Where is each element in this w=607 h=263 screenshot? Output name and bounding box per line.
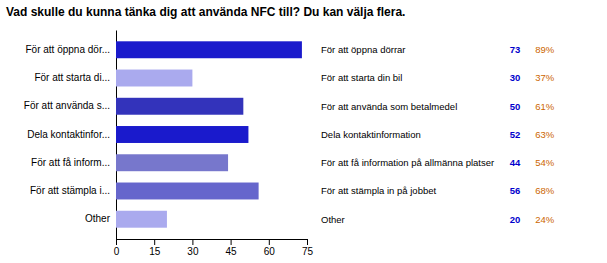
y-axis: För att öppna dör... För att starta di...… — [24, 31, 117, 240]
x-tick: 30 — [187, 239, 199, 257]
summary-count: 50 — [510, 101, 521, 112]
summary-label: Other — [321, 214, 345, 225]
chart: Vad skulle du kunna tänka dig att använd… — [0, 0, 607, 263]
x-tick-label: 45 — [226, 246, 238, 257]
x-tick: 75 — [302, 239, 314, 257]
x-tick-mark — [231, 239, 232, 245]
summary-share: 61% — [535, 101, 555, 112]
x-tick-mark — [269, 239, 270, 245]
summary: För att öppna dörrar För att starta din b… — [321, 44, 555, 224]
x-tick-label: 30 — [187, 246, 199, 257]
y-tick-label: Dela kontaktinfor... — [27, 129, 110, 140]
y-tick: För att få inform... — [31, 157, 110, 168]
summary-label: För att stämpla in på jobbet — [321, 185, 436, 196]
summary-count: 73 — [510, 44, 521, 55]
bar — [116, 154, 228, 171]
x-tick-mark — [307, 239, 308, 245]
summary-share: 89% — [535, 44, 555, 55]
bar — [116, 183, 259, 200]
y-tick: För att använda s... — [24, 100, 110, 111]
x-tick-label: 0 — [114, 246, 120, 257]
y-tick-label: För att starta di... — [34, 72, 110, 83]
x-axis-line — [117, 240, 308, 246]
x-tick: 60 — [264, 239, 276, 257]
summary-count: 44 — [510, 157, 521, 168]
y-tick-label: För att använda s... — [24, 100, 110, 111]
summary-label: Dela kontaktinformation — [321, 129, 421, 140]
x-axis: 0 15 30 45 60 75 — [114, 239, 314, 257]
bar — [116, 98, 243, 115]
y-tick-label: För att få inform... — [31, 157, 110, 168]
summary-count: 30 — [510, 72, 521, 83]
x-tick: 0 — [114, 239, 120, 257]
x-tick: 45 — [226, 239, 238, 257]
x-tick-mark — [154, 239, 155, 245]
bar — [116, 70, 192, 87]
y-tick: Other — [85, 213, 111, 224]
x-tick-label: 60 — [264, 246, 276, 257]
x-tick-label: 15 — [149, 246, 161, 257]
summary-label: För att använda som betalmedel — [321, 101, 457, 112]
summary-count: 56 — [510, 185, 521, 196]
bar — [116, 41, 302, 58]
summary-label: För att starta din bil — [321, 72, 402, 83]
x-tick-mark — [116, 239, 117, 245]
x-tick-label: 75 — [302, 246, 314, 257]
y-tick-label: För att öppna dör... — [26, 44, 111, 55]
x-tick: 15 — [149, 239, 161, 257]
bars — [116, 41, 302, 227]
summary-share: 68% — [535, 185, 555, 196]
summary-share: 37% — [535, 72, 555, 83]
plot: 0 15 30 45 60 75 För att öppna dör... För att s… — [24, 31, 314, 258]
y-tick: För att stämpla i... — [30, 185, 110, 196]
summary-count: 20 — [510, 214, 521, 225]
x-tick-mark — [192, 239, 193, 245]
summary-count: 52 — [510, 129, 521, 140]
summary-share: 54% — [535, 157, 555, 168]
y-tick-label: Other — [85, 213, 111, 224]
y-tick: För att starta di... — [34, 72, 110, 83]
summary-share: 63% — [535, 129, 555, 140]
bar — [116, 126, 248, 143]
summary-label: För att få information på allmänna plats… — [321, 157, 494, 168]
y-tick-label: För att stämpla i... — [30, 185, 110, 196]
bar — [116, 211, 167, 228]
title: Vad skulle du kunna tänka dig att använd… — [6, 5, 405, 19]
summary-share: 24% — [535, 214, 555, 225]
summary-label: För att öppna dörrar — [321, 44, 406, 55]
y-tick: För att öppna dör... — [26, 44, 111, 55]
y-tick: Dela kontaktinfor... — [27, 129, 110, 140]
